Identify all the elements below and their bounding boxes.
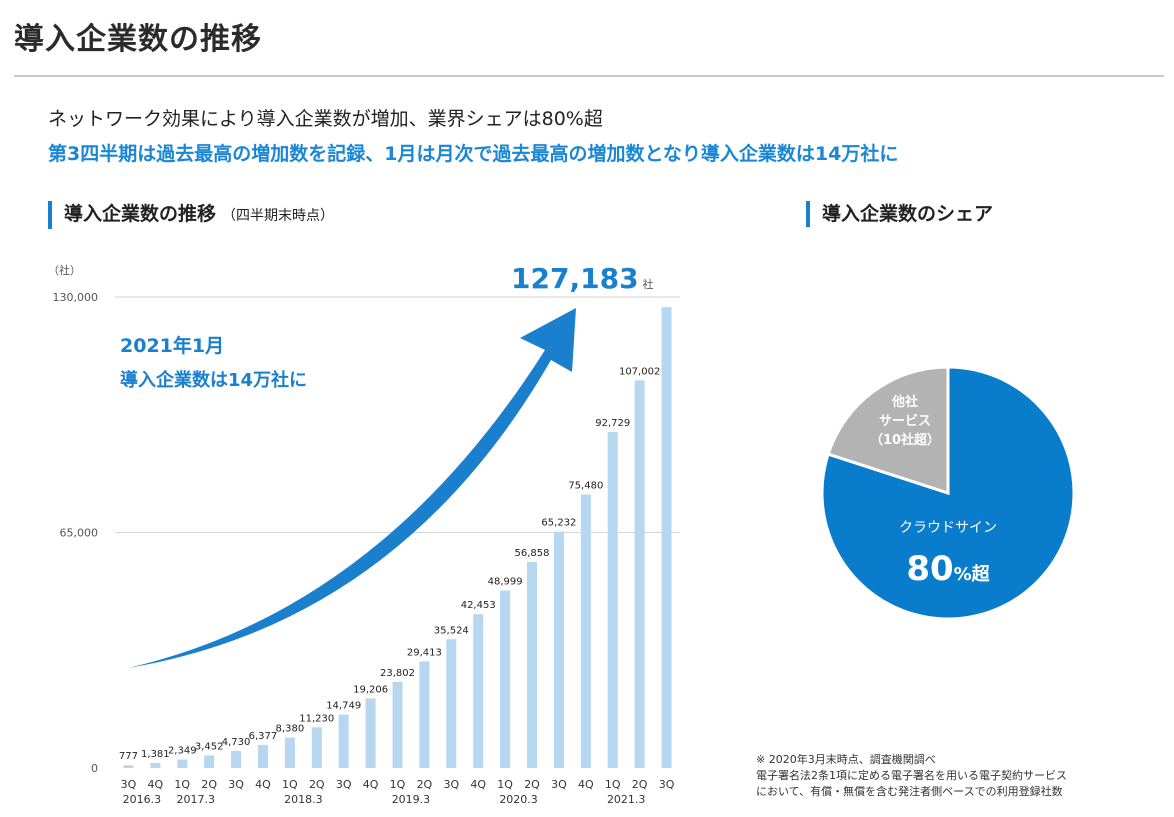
fiscal-year-label: 2017.3	[176, 793, 215, 806]
bar	[661, 307, 672, 768]
x-tick-label: 4Q	[148, 778, 164, 791]
x-tick-label: 1Q	[390, 778, 406, 791]
bar-value-label: 19,206	[353, 684, 388, 695]
x-tick-label: 4Q	[255, 778, 271, 791]
x-tick-label: 3Q	[443, 778, 459, 791]
x-tick-label: 1Q	[605, 778, 621, 791]
x-tick-label: 3Q	[228, 778, 244, 791]
fiscal-year-label: 2019.3	[392, 793, 431, 806]
footnote-line: において、有償・無償を含む発注者側ベースでの利用登録社数	[756, 785, 1063, 798]
x-tick-label: 1Q	[282, 778, 298, 791]
bar-value-label: 3,452	[195, 741, 224, 752]
bar-value-label: 14,749	[326, 701, 361, 712]
bar	[177, 759, 188, 768]
x-tick-label: 1Q	[497, 778, 513, 791]
final-total-label: 127,183	[511, 262, 639, 295]
trend-section-title-text: 導入企業数の推移	[64, 203, 217, 225]
x-tick-label: 3Q	[551, 778, 567, 791]
highlight-text: 第3四半期は過去最高の増加数を記録、1月は月次で過去最高の増加数となり導入企業数…	[48, 143, 899, 165]
bar-value-label: 48,999	[488, 576, 523, 587]
y-tick-label: 130,000	[53, 291, 99, 304]
bar	[123, 765, 134, 768]
annotation-date: 2021年1月	[120, 334, 224, 357]
bar	[553, 531, 564, 768]
y-axis-unit: （社）	[48, 263, 81, 277]
bar	[365, 698, 376, 768]
bar-value-label: 11,230	[299, 713, 334, 724]
bar	[338, 714, 349, 768]
bar	[446, 639, 457, 768]
bar-value-label: 107,002	[619, 366, 660, 377]
x-tick-label: 2Q	[417, 778, 433, 791]
pie-slice-label: （10社超）	[870, 432, 940, 448]
bar-value-label: 1,381	[141, 749, 170, 760]
bar-value-label: 35,524	[434, 625, 469, 636]
bar-value-label: 92,729	[595, 418, 630, 429]
bar	[580, 494, 591, 768]
x-tick-label: 2Q	[201, 778, 217, 791]
pie-slice-label: サービス	[879, 413, 931, 429]
bar	[231, 750, 242, 768]
trend-section-subtitle: （四半期末時点）	[222, 208, 335, 224]
bar	[257, 744, 268, 768]
bar-chart: （社） 0 65,000 130,000 777 1,3812,3493,4524,730…	[48, 262, 680, 806]
y-tick-label: 0	[91, 762, 98, 775]
title-divider	[14, 75, 1164, 77]
bar	[607, 432, 618, 768]
pie-slice-value: 80%超	[906, 549, 990, 589]
footnote: ※ 2020年3月末時点、調査機関調べ 電子署名法2条1項に定める電子署名を用い…	[756, 752, 1067, 800]
bar	[311, 727, 322, 768]
bar	[527, 561, 538, 768]
fiscal-year-label: 2020.3	[499, 793, 538, 806]
x-tick-label: 3Q	[659, 778, 675, 791]
bar	[204, 755, 215, 768]
bar-value-label: 42,453	[461, 600, 496, 611]
pie-slice-label: クラウドサイン	[899, 520, 997, 536]
bar	[284, 737, 295, 768]
bar-value-label: 6,377	[249, 731, 278, 742]
share-section-title: 導入企業数のシェア	[806, 201, 993, 227]
fiscal-year-label: 2021.3	[607, 793, 646, 806]
pie-value-suffix: %超	[954, 563, 991, 585]
pie-value-number: 80	[906, 549, 953, 589]
annotation-text: 導入企業数は14万社に	[120, 369, 307, 391]
share-section-title-text: 導入企業数のシェア	[822, 203, 994, 225]
fiscal-year-label: 2018.3	[284, 793, 323, 806]
footnote-line: 電子署名法2条1項に定める電子署名を用いる電子契約サービス	[756, 769, 1067, 782]
x-tick-label: 1Q	[174, 778, 190, 791]
trend-section-title: 導入企業数の推移 （四半期末時点）	[48, 201, 334, 229]
bar	[419, 661, 430, 768]
x-tick-label: 3Q	[121, 778, 137, 791]
bar-value-label: 56,858	[515, 548, 550, 559]
bar	[392, 681, 403, 768]
x-tick-label: 2Q	[524, 778, 540, 791]
bar-value-label: 65,232	[541, 518, 576, 529]
bar	[473, 614, 484, 768]
x-tick-label: 4Q	[578, 778, 594, 791]
lead-text: ネットワーク効果により導入企業数が増加、業界シェアは80%超	[48, 108, 603, 130]
bar-value-label: 777	[119, 751, 138, 762]
bar-value-label: 4,730	[222, 737, 251, 748]
page-title: 導入企業数の推移	[14, 22, 262, 57]
footnote-line: ※ 2020年3月末時点、調査機関調べ	[756, 753, 936, 766]
bar-value-label: 23,802	[380, 668, 415, 679]
final-total-unit: 社	[643, 277, 654, 291]
y-tick-label: 65,000	[60, 527, 99, 540]
pie-slice	[826, 365, 950, 496]
bar	[150, 762, 161, 768]
bar-value-label: 29,413	[407, 647, 442, 658]
x-tick-label: 2Q	[632, 778, 648, 791]
fiscal-year-label: 2016.3	[123, 793, 162, 806]
pie-slice-label: 他社	[891, 394, 918, 410]
bar	[500, 590, 511, 768]
bar-value-label: 8,380	[276, 724, 305, 735]
bar-value-label: 2,349	[168, 745, 197, 756]
x-tick-label: 4Q	[470, 778, 486, 791]
bar	[634, 380, 645, 768]
bar-value-label: 75,480	[568, 481, 603, 492]
x-tick-label: 2Q	[309, 778, 325, 791]
x-tick-label: 3Q	[336, 778, 352, 791]
x-tick-label: 4Q	[363, 778, 379, 791]
